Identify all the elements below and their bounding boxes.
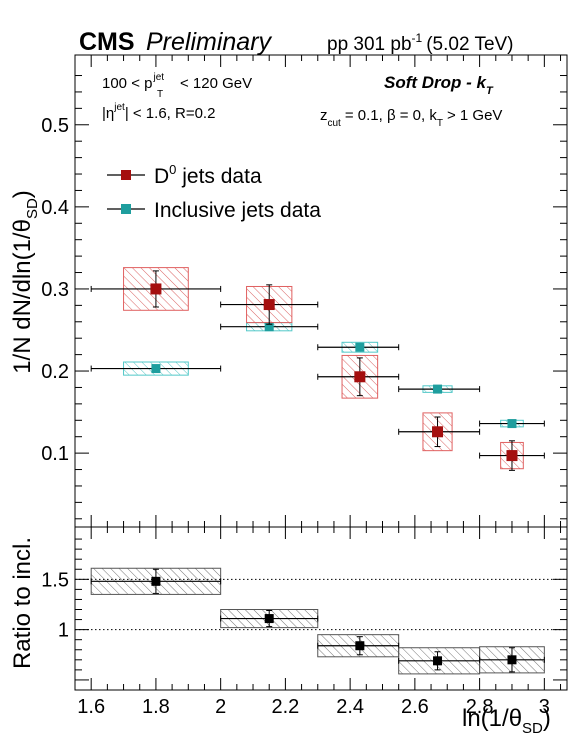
legend-d0-label: D0 jets data [154, 162, 262, 188]
luminosity-exponent: -1 [412, 31, 423, 45]
top-y-axis-title-main: 1/N dN/dln(1/θ [9, 219, 36, 374]
x-tick-label: 2.4 [336, 696, 364, 718]
top-y-tick-label: 0.4 [41, 197, 69, 219]
x-axis-title-main: ln(1/θ [462, 705, 522, 732]
incl-point-marker [264, 322, 274, 332]
d0-point-marker [432, 426, 444, 438]
bottom-y-tick-labels: 11.5 [41, 569, 69, 641]
bottom-y-tick-label: 1 [58, 620, 69, 642]
top-y-tick-label: 0.5 [41, 115, 69, 137]
x-tick-label: 2 [215, 696, 226, 718]
status-label: Preliminary [146, 28, 273, 56]
zcut-sub: cut [328, 118, 342, 129]
method-label: Soft Drop - kT [384, 73, 494, 97]
eta-suffix: | < 1.6, R=0.2 [125, 105, 216, 122]
d0-point-marker [263, 299, 275, 311]
luminosity-prefix: pp 301 pb [327, 34, 412, 55]
top-y-axis-title: 1/N dN/dln(1/θSD) [9, 190, 41, 374]
x-axis-title: ln(1/θSD) [462, 705, 551, 737]
pt-range-prefix: 100 < p [102, 75, 152, 92]
luminosity-suffix: (5.02 TeV) [426, 34, 513, 55]
eta-label: |ηjet| < 1.6, R=0.2 [102, 102, 215, 122]
x-tick-labels: 1.6 1.8 2 2.2 2.4 2.6 2.8 3 [77, 696, 550, 718]
d0-point-marker [506, 450, 518, 462]
zcut-sub2: T [437, 118, 443, 129]
method-sub: T [486, 85, 494, 97]
legend: D0 jets data Inclusive jets data [107, 162, 321, 222]
pt-range-sup: jet [152, 72, 164, 83]
d0-point-marker [150, 283, 162, 295]
top-data-layer [90, 267, 545, 471]
ratio-point-marker [355, 641, 365, 651]
experiment-label: CMS [79, 28, 135, 56]
zcut-mid: = 0.1, β = 0, k [345, 107, 438, 124]
x-tick-label: 1.6 [77, 696, 105, 718]
bottom-y-tick-label: 1.5 [41, 569, 69, 591]
x-tick-label: 1.8 [142, 696, 170, 718]
top-y-axis-title-end: ) [9, 190, 36, 198]
x-tick-label: 3 [539, 696, 550, 718]
bottom-data-layer [90, 567, 545, 675]
incl-point-marker [433, 384, 443, 394]
d0-point-marker [354, 371, 366, 383]
incl-point-marker [151, 364, 161, 374]
pt-range-suffix: < 120 GeV [180, 75, 252, 92]
legend-incl-marker [121, 204, 131, 214]
legend-incl-label: Inclusive jets data [154, 199, 321, 222]
x-tick-label: 2.8 [466, 696, 494, 718]
incl-point-marker [507, 419, 517, 429]
ratio-point-marker [433, 656, 443, 666]
luminosity-label: pp 301 pb-1 (5.02 TeV) [327, 31, 514, 55]
x-tick-label: 2.2 [271, 696, 299, 718]
eta-prefix: |η [102, 105, 114, 122]
top-y-axis-title-sub: SD [24, 198, 41, 219]
legend-d0-rest: jets data [176, 165, 262, 188]
top-y-tick-label: 0.1 [41, 443, 69, 465]
zcut-suffix: > 1 GeV [447, 107, 502, 124]
ratio-point-marker [151, 576, 161, 586]
ratio-point-marker [264, 614, 274, 624]
top-y-tick-label: 0.3 [41, 279, 69, 301]
legend-d0-marker [121, 170, 131, 180]
legend-d0-symbol: D [154, 165, 169, 188]
top-y-tick-label: 0.2 [41, 361, 69, 383]
incl-point-marker [355, 342, 365, 352]
eta-sup: jet [113, 102, 125, 113]
bottom-axis-ticks [74, 527, 567, 690]
x-tick-label: 2.6 [401, 696, 429, 718]
zcut-prefix: z [320, 107, 328, 124]
bottom-plot-frame [74, 526, 568, 691]
legend-d0-sup: 0 [169, 162, 176, 177]
grooming-params-label: zcut = 0.1, β = 0, kT > 1 GeV [320, 107, 502, 129]
pt-range-sub: T [157, 89, 163, 100]
top-y-tick-labels: 0.1 0.2 0.3 0.4 0.5 [41, 115, 69, 465]
ratio-point-marker [507, 655, 517, 665]
bottom-y-axis-title: Ratio to incl. [9, 537, 36, 669]
pt-range-label: 100 < pjet T < 120 GeV [102, 72, 252, 100]
x-axis-title-end: ) [543, 705, 551, 732]
x-axis-title-sub: SD [522, 720, 543, 737]
top-axis-ticks [74, 55, 567, 527]
method-text: Soft Drop - k [384, 73, 488, 92]
